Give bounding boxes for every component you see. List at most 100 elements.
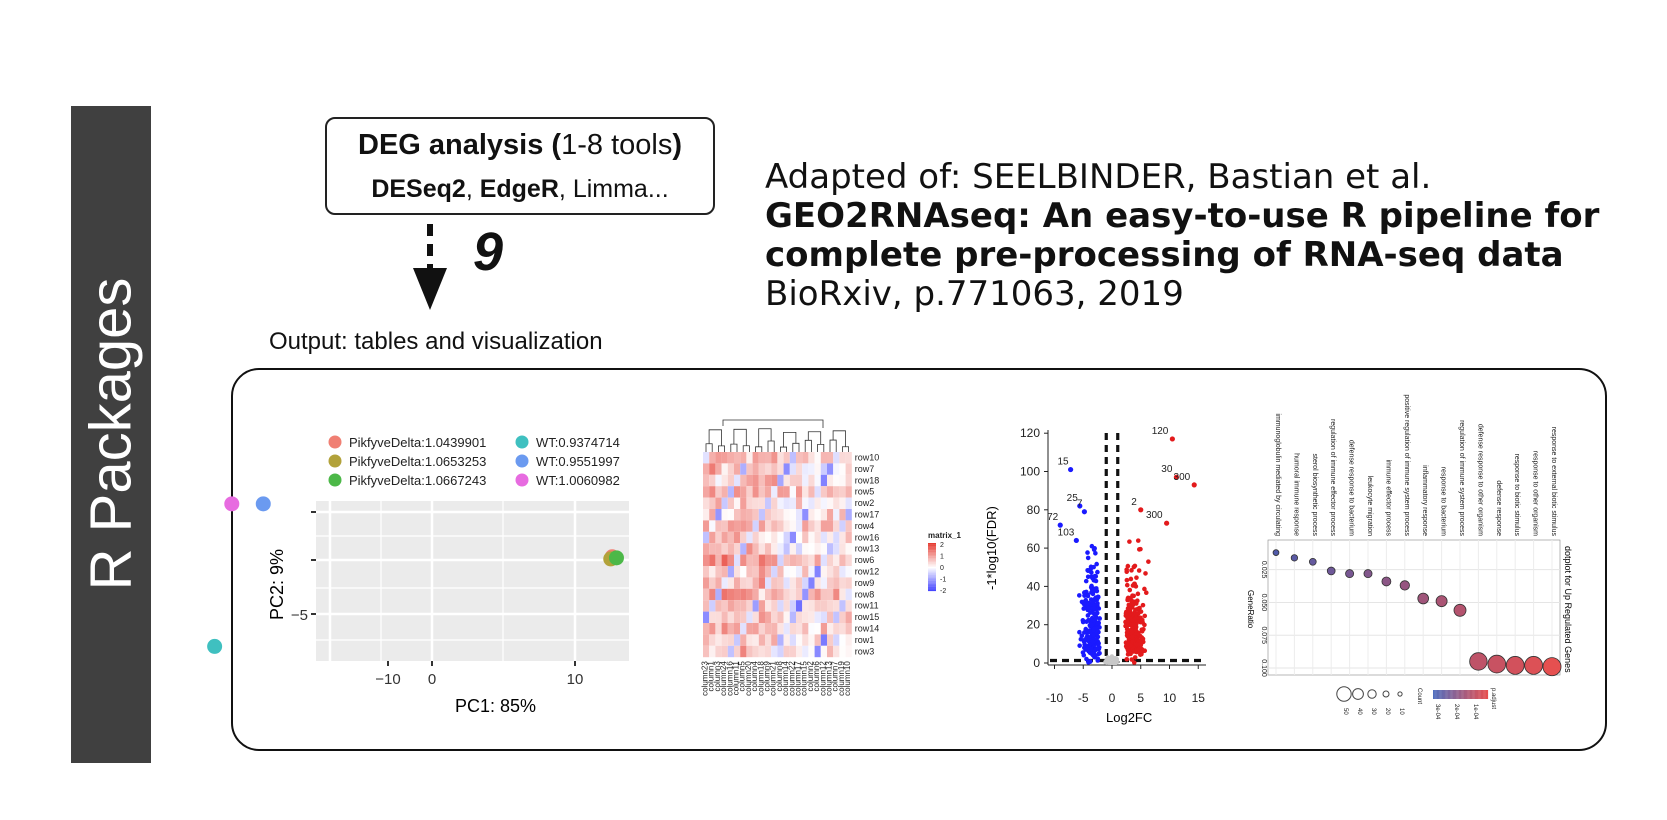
heatmap-cell xyxy=(715,611,722,623)
heatmap-dendrogram-branch xyxy=(722,419,824,428)
heatmap-cell xyxy=(839,645,846,658)
heatmap-cell xyxy=(752,623,759,635)
volcano-point-up xyxy=(1128,576,1134,582)
citation-line-1: Adapted of: SEELBINDER, Bastian et al. xyxy=(765,157,1432,197)
volcano-point-down xyxy=(1095,621,1101,626)
heatmap-cell xyxy=(734,645,741,658)
dotplot-padj-gradient xyxy=(1472,690,1474,699)
heatmap-cell xyxy=(839,577,846,589)
dotplot-padj-gradient xyxy=(1436,690,1438,699)
volcano-y-tick-label: 40 xyxy=(1027,579,1041,593)
heatmap-cell xyxy=(777,509,784,521)
volcano-point-down xyxy=(1092,647,1098,653)
heatmap-dendrogram-branch xyxy=(783,431,797,448)
heatmap-cell xyxy=(727,452,734,464)
heatmap-cell xyxy=(765,623,772,635)
heatmap-cell xyxy=(827,509,834,521)
heatmap-cell xyxy=(709,611,716,623)
heatmap-cell xyxy=(808,588,815,601)
heatmap-cell xyxy=(839,486,846,498)
heatmap-cell xyxy=(789,611,796,623)
volcano-point-down xyxy=(1078,636,1084,642)
heatmap-cell xyxy=(765,611,772,623)
heatmap-cell xyxy=(783,531,790,544)
volcano-point-down xyxy=(1097,625,1102,630)
volcano-point-label: 72 xyxy=(1047,512,1059,523)
heatmap-legend-gradient xyxy=(928,583,936,586)
heatmap-cell xyxy=(771,474,778,487)
dotplot-padj-gradient xyxy=(1456,690,1458,699)
heatmap-cell xyxy=(796,634,803,646)
heatmap-cell xyxy=(820,611,827,623)
pca-legend-label: WT:0.9374714 xyxy=(536,435,620,450)
volcano-point-up xyxy=(1127,539,1132,544)
heatmap-cell xyxy=(808,623,815,635)
heatmap-col-label: column8 xyxy=(775,661,784,692)
heatmap-cell xyxy=(820,520,827,532)
volcano-y-tick-label: 120 xyxy=(1020,426,1040,440)
heatmap-cell xyxy=(752,600,759,612)
volcano-point-down xyxy=(1089,646,1094,652)
volcano-point-down xyxy=(1077,643,1082,648)
heatmap-dendrogram-branch xyxy=(742,445,750,452)
volcano-point-up xyxy=(1142,586,1147,592)
volcano-y-tick-label: 60 xyxy=(1027,541,1041,555)
heatmap-cell xyxy=(727,497,734,509)
heatmap-cell xyxy=(789,509,796,521)
volcano-point-up xyxy=(1139,628,1145,634)
heatmap-cell xyxy=(777,543,784,555)
heatmap-cell xyxy=(783,497,790,509)
heatmap-cell xyxy=(765,645,772,658)
heatmap-dendrogram-branch xyxy=(804,439,812,452)
heatmap-cell xyxy=(833,645,840,658)
heatmap-cell xyxy=(777,611,784,623)
dotplot-point xyxy=(1505,656,1525,675)
dotplot-padj-gradient xyxy=(1445,690,1447,699)
heatmap-cell xyxy=(777,463,784,475)
dashed-down-arrow xyxy=(413,224,447,310)
heatmap-cell xyxy=(845,554,852,566)
heatmap-dendrogram-branch xyxy=(705,443,713,452)
dotplot-tick-label: 0.075 xyxy=(1260,626,1267,644)
heatmap-row-label: row2 xyxy=(855,498,875,508)
heatmap-cell xyxy=(839,600,846,612)
heatmap-cell xyxy=(783,588,790,601)
deg-title-close: ) xyxy=(672,129,682,161)
heatmap-cell xyxy=(765,486,772,498)
heatmap-cell xyxy=(802,588,809,601)
heatmap-cell xyxy=(709,463,716,475)
dotplot-padj-gradient xyxy=(1479,690,1481,699)
heatmap-cell xyxy=(765,463,772,475)
dotplot-tick-label: 0.050 xyxy=(1260,594,1267,612)
heatmap-cell xyxy=(796,600,803,612)
heatmap-cell xyxy=(789,486,796,498)
volcano-point-up xyxy=(1140,602,1146,608)
heatmap-cell xyxy=(740,474,747,487)
heatmap-cell xyxy=(752,509,759,521)
heatmap-cell xyxy=(758,497,765,509)
dotplot-padj-gradient xyxy=(1470,690,1472,699)
heatmap-col-label: column17 xyxy=(794,661,803,696)
heatmap-cell xyxy=(771,588,778,601)
heatmap-cell xyxy=(727,509,734,521)
heatmap-cell xyxy=(752,543,759,555)
heatmap-cell xyxy=(789,554,796,566)
volcano-point-down xyxy=(1091,605,1097,611)
pca-legend-label: PikfyveDelta:1.0439901 xyxy=(349,435,486,450)
citation-title-line-2: complete pre-processing of RNA-seq data xyxy=(765,235,1564,275)
heatmap-cell xyxy=(703,611,710,623)
dotplot-padj-gradient xyxy=(1444,690,1446,699)
volcano-point-down xyxy=(1080,650,1086,655)
heatmap-cell xyxy=(771,611,778,623)
heatmap-cell xyxy=(703,531,710,544)
volcano-point-down xyxy=(1080,619,1086,625)
heatmap-cell xyxy=(715,623,722,635)
heatmap-cell xyxy=(796,520,803,532)
volcano-point-label: 300 xyxy=(1174,472,1191,483)
heatmap-cell xyxy=(771,566,778,578)
dotplot-point xyxy=(1524,656,1543,675)
heatmap-cell xyxy=(814,543,821,555)
citation: Adapted of: SEELBINDER, Bastian et al. G… xyxy=(765,158,1599,314)
dotplot-term-label: positive regulation of immune system pro… xyxy=(1403,394,1410,536)
heatmap-cell xyxy=(777,554,784,566)
